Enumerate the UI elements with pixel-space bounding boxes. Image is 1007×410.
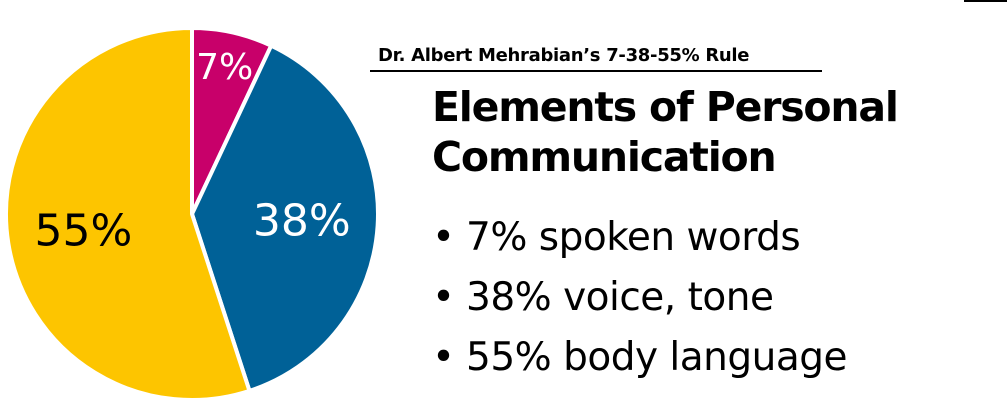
chart-subtitle: Dr. Albert Mehrabian’s 7-38-55% Rule bbox=[378, 45, 750, 66]
bullet-text: 7% spoken words bbox=[466, 215, 801, 260]
bullet-dot-icon: • bbox=[432, 215, 455, 260]
bullet-dot-icon: • bbox=[432, 335, 455, 380]
bullet-item: • 38% voice, tone bbox=[432, 268, 847, 328]
pie-label-7: 7% bbox=[196, 47, 253, 88]
bullet-text: 38% voice, tone bbox=[466, 275, 774, 320]
pie-labels: 7% 38% 55% bbox=[34, 47, 350, 257]
subtitle-underline bbox=[370, 70, 822, 72]
bullet-dot-icon: • bbox=[432, 275, 455, 320]
bullet-item: • 7% spoken words bbox=[432, 208, 847, 268]
pie-slices bbox=[4, 26, 380, 402]
top-rule bbox=[964, 0, 1007, 2]
pie-slice-55 bbox=[4, 26, 252, 402]
bullet-item: • 55% body language bbox=[432, 328, 848, 388]
pie-label-55: 55% bbox=[34, 206, 132, 257]
chart-title: Elements of Personal Communication bbox=[432, 82, 899, 182]
pie-slice-38 bbox=[190, 43, 380, 393]
bullet-list: • 7% spoken words • 38% voice, tone • 55… bbox=[432, 208, 848, 388]
title-line-2: Communication bbox=[432, 133, 777, 181]
title-line-1: Elements of Personal bbox=[432, 83, 899, 131]
pie-label-38: 38% bbox=[253, 195, 351, 246]
bullet-text: 55% body language bbox=[466, 335, 848, 380]
